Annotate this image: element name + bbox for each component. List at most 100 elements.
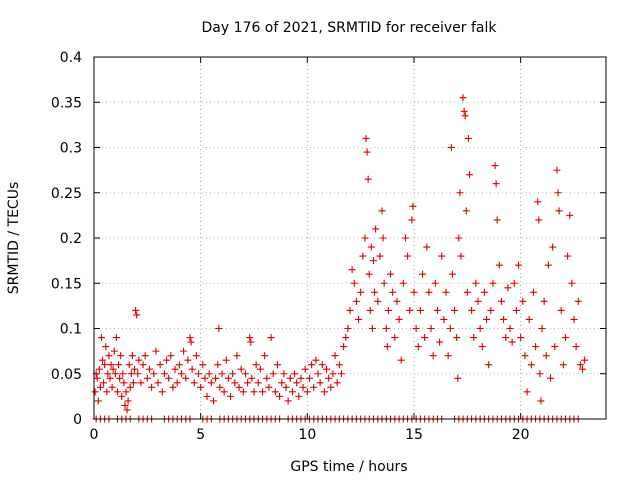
data-point (448, 270, 456, 278)
data-point (362, 134, 370, 142)
data-point (111, 370, 119, 378)
data-point (312, 356, 320, 364)
data-point (241, 370, 249, 378)
data-point (293, 379, 301, 387)
data-point (239, 388, 247, 396)
data-point (286, 374, 294, 382)
data-point (442, 288, 450, 296)
data-point (368, 325, 376, 332)
data-point (112, 334, 120, 342)
data-point (350, 279, 358, 287)
data-point (553, 166, 561, 174)
data-point (207, 379, 215, 387)
data-point (333, 379, 341, 387)
data-point (363, 148, 371, 156)
data-point (318, 361, 326, 369)
data-point (195, 370, 203, 378)
data-point (123, 406, 131, 414)
data-point (109, 365, 117, 373)
x-tick-label: 20 (512, 427, 530, 443)
data-point (331, 352, 339, 360)
data-point (124, 397, 132, 405)
data-point (519, 297, 527, 305)
data-point (273, 361, 281, 369)
data-point (425, 288, 433, 296)
data-point (468, 306, 476, 314)
data-point (118, 392, 126, 400)
data-point (103, 388, 111, 396)
data-point (372, 225, 380, 233)
data-point (376, 252, 384, 260)
data-point (559, 361, 567, 369)
y-tick-label: 0.3 (60, 141, 82, 157)
data-point (323, 365, 331, 373)
data-point (564, 252, 572, 260)
data-point (365, 270, 373, 278)
data-point (212, 374, 220, 382)
data-point (247, 338, 255, 346)
y-axis-label: SRMTID / TECUs (6, 182, 22, 295)
data-point (342, 334, 350, 342)
y-tick-label: 0.05 (51, 367, 82, 383)
data-point (523, 388, 531, 396)
data-point (414, 343, 422, 351)
data-point (99, 356, 107, 364)
data-point (254, 379, 262, 387)
data-point (187, 338, 195, 346)
data-point (379, 234, 387, 242)
data-point (438, 252, 446, 260)
data-point (105, 352, 113, 360)
data-point (120, 379, 128, 387)
data-point (529, 288, 537, 296)
data-point (335, 361, 343, 369)
data-point (135, 356, 143, 364)
data-point (237, 365, 245, 373)
data-point (314, 370, 322, 378)
data-point (352, 297, 360, 305)
data-point (291, 370, 299, 378)
data-point (340, 343, 348, 351)
data-point (160, 370, 168, 378)
data-point (542, 352, 550, 360)
data-point (364, 175, 372, 183)
data-point (444, 352, 452, 360)
data-point (406, 306, 414, 314)
y-tick-label: 0.4 (60, 50, 82, 66)
data-point (423, 243, 431, 251)
data-point (391, 334, 399, 342)
data-point (348, 266, 356, 274)
data-point (497, 297, 505, 305)
data-point (143, 374, 151, 382)
data-point (220, 388, 228, 396)
data-point (566, 211, 574, 219)
data-point (113, 388, 121, 396)
data-point (158, 388, 166, 396)
x-tick-label: 10 (298, 427, 316, 443)
data-point (137, 379, 145, 387)
data-point (163, 356, 171, 364)
data-point (303, 388, 311, 396)
x-axis-label: GPS time / hours (290, 459, 407, 475)
data-point (117, 352, 125, 360)
data-point (269, 370, 277, 378)
data-point (412, 325, 420, 332)
data-point (235, 383, 243, 391)
data-point (472, 279, 480, 287)
data-point (483, 315, 491, 323)
data-point (521, 352, 529, 360)
data-point (96, 383, 104, 391)
data-point (131, 365, 139, 373)
data-point (115, 361, 123, 369)
data-point (576, 361, 584, 369)
data-point (431, 279, 439, 287)
data-point (263, 374, 271, 382)
data-point (572, 343, 580, 351)
data-point (474, 297, 482, 305)
data-point (256, 365, 264, 373)
data-point (224, 374, 232, 382)
data-point (180, 347, 188, 355)
data-point (455, 234, 463, 242)
data-point (107, 361, 115, 369)
data-point (493, 216, 501, 224)
data-point (504, 284, 512, 292)
